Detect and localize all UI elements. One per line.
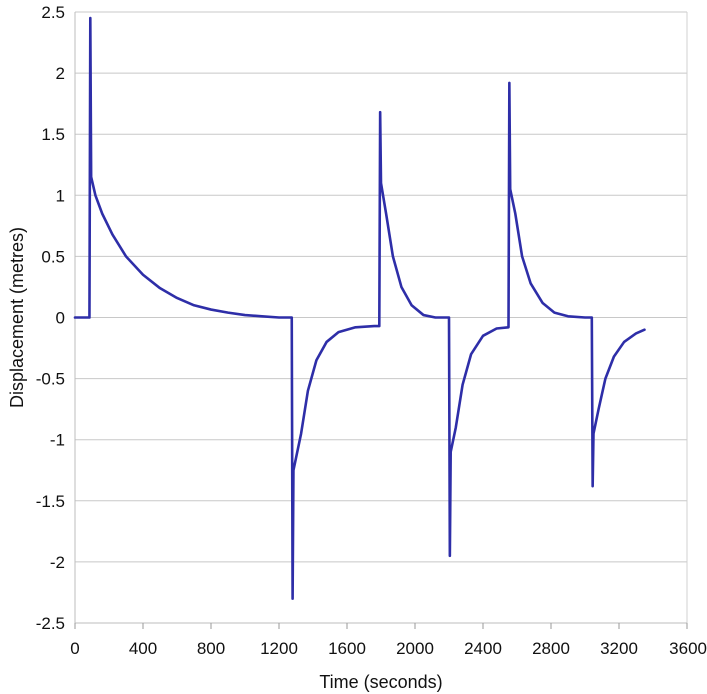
x-axis-title: Time (seconds) — [319, 672, 442, 692]
y-tick-label: 1 — [56, 186, 65, 205]
x-tick-label: 2400 — [464, 639, 502, 658]
y-tick-label: -2 — [50, 553, 65, 572]
x-tick-label: 2800 — [532, 639, 570, 658]
y-tick-label: -1.5 — [36, 492, 65, 511]
y-tick-label: 2.5 — [41, 3, 65, 22]
y-axis-title: Displacement (metres) — [7, 227, 27, 408]
y-tick-label: 0.5 — [41, 247, 65, 266]
x-tick-label: 3600 — [669, 639, 707, 658]
y-tick-label: -1 — [50, 431, 65, 450]
y-tick-label: 0 — [56, 309, 65, 328]
y-axis-ticks: 2.5 2 1.5 1 0.5 0 -0.5 -1 -1.5 -2 -2.5 — [36, 3, 65, 633]
y-tick-label: 2 — [56, 64, 65, 83]
x-tick-label: 800 — [197, 639, 225, 658]
y-tick-label: -0.5 — [36, 370, 65, 389]
series-layer — [73, 16, 646, 600]
y-tick-label: -2.5 — [36, 614, 65, 633]
x-tick-label: 2000 — [396, 639, 434, 658]
x-tick-label: 1200 — [260, 639, 298, 658]
x-tick-label: 0 — [70, 639, 79, 658]
x-tick-label: 3200 — [600, 639, 638, 658]
x-axis-ticks: 0 400 800 1200 1600 2000 2400 2800 3200 3600 — [70, 623, 707, 658]
series-line-0 — [73, 16, 646, 600]
y-tick-label: 1.5 — [41, 125, 65, 144]
x-tick-label: 1600 — [328, 639, 366, 658]
x-tick-label: 400 — [129, 639, 157, 658]
